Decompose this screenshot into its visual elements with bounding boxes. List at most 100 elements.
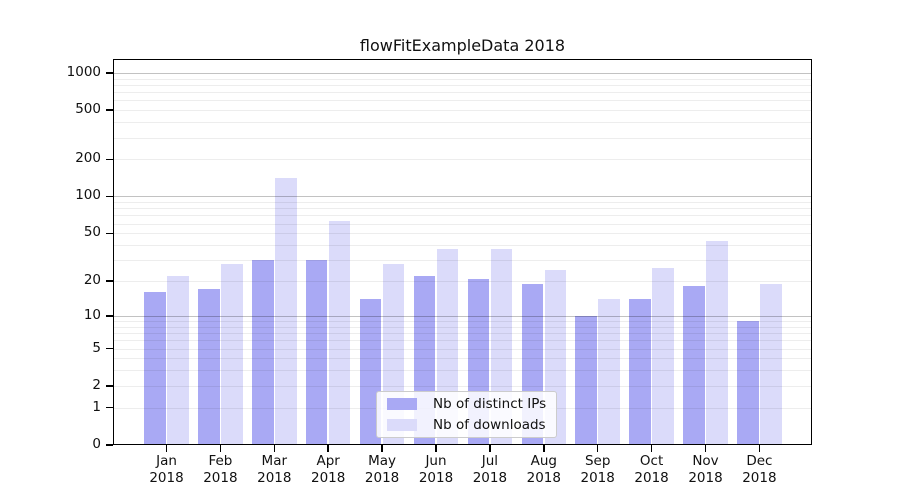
y-tick-20 (106, 280, 113, 282)
x-tick-label-mar: Mar 2018 (257, 453, 292, 486)
y-tick-200 (106, 158, 113, 161)
y-tick-50 (106, 232, 113, 234)
bar-distinct-ips-jan (144, 292, 166, 445)
y-tick-2 (106, 385, 113, 387)
gridline-y-4 (113, 358, 812, 360)
bar-downloads-sep (598, 299, 620, 445)
x-tick-label-jan: Jan 2018 (149, 453, 184, 486)
bar-distinct-ips-apr (305, 260, 328, 445)
x-tick-nov (704, 445, 707, 452)
legend: Nb of distinct IPs Nb of downloads (376, 391, 557, 438)
x-tick-label-feb: Feb 2018 (203, 453, 238, 486)
y-tick-label-20: 20 (83, 272, 101, 289)
gridline-y-70 (113, 215, 812, 217)
gridline-y-80 (113, 208, 812, 210)
gridline-y-50 (113, 233, 812, 235)
y-tick-1000 (106, 72, 113, 74)
gridline-y-3 (113, 370, 812, 372)
x-tick-oct (650, 445, 653, 452)
x-tick-may (381, 445, 383, 452)
gridline-y-800 (113, 84, 812, 86)
gridline-y-9 (113, 321, 812, 322)
gridline-y-20 (113, 281, 812, 283)
gridline-y-10 (113, 315, 812, 317)
y-tick-label-5: 5 (92, 339, 101, 356)
x-tick-label-jun: Jun 2018 (418, 453, 454, 486)
gridline-y-500 (113, 110, 812, 112)
x-tick-aug (543, 445, 545, 452)
legend-label-distinct-ips: Nb of distinct IPs (433, 396, 547, 412)
bar-distinct-ips-oct (629, 299, 651, 445)
y-tick-100 (106, 195, 113, 198)
gridline-y-30 (113, 260, 812, 262)
x-tick-label-jul: Jul 2018 (472, 453, 508, 486)
gridline-y-40 (113, 245, 812, 246)
gridline-y-8 (113, 326, 812, 328)
y-tick-label-500: 500 (75, 101, 101, 118)
legend-swatch-distinct-ips (387, 398, 417, 410)
y-tick-label-50: 50 (83, 224, 101, 241)
y-tick-label-100: 100 (75, 187, 101, 204)
gridline-y-100 (113, 196, 812, 198)
gridline-y-200 (113, 159, 812, 161)
y-tick-500 (106, 109, 113, 111)
bar-downloads-oct (652, 267, 674, 445)
y-tick-label-10: 10 (83, 306, 101, 323)
bar-distinct-ips-mar (252, 260, 274, 445)
y-tick-label-1: 1 (92, 398, 101, 415)
x-tick-feb (219, 445, 222, 452)
y-tick-5 (106, 347, 113, 350)
x-tick-jun (435, 445, 437, 452)
bar-downloads-nov (706, 241, 728, 445)
gridline-y-700 (113, 92, 812, 94)
y-tick-1 (106, 406, 113, 409)
bar-downloads-dec (760, 283, 782, 445)
x-tick-dec (758, 445, 761, 452)
gridline-y-900 (113, 78, 812, 80)
x-tick-apr (327, 445, 329, 452)
y-tick-10 (106, 315, 113, 317)
x-tick-label-may: May 2018 (364, 453, 400, 486)
bar-downloads-apr (328, 221, 351, 445)
gridline-y-600 (113, 100, 812, 102)
legend-label-downloads: Nb of downloads (433, 417, 546, 433)
legend-entry-distinct-ips: Nb of distinct IPs (385, 396, 548, 412)
y-tick-label-2: 2 (92, 376, 101, 393)
gridline-y-5 (113, 348, 812, 350)
bar-downloads-mar (275, 178, 297, 445)
x-tick-label-oct: Oct 2018 (634, 453, 669, 486)
x-tick-label-dec: Dec 2018 (742, 453, 777, 486)
x-tick-sep (596, 445, 599, 452)
bar-distinct-ips-dec (737, 321, 759, 445)
gridline-y-1000 (113, 72, 812, 74)
x-tick-label-apr: Apr 2018 (311, 453, 346, 486)
legend-swatch-downloads (387, 419, 417, 431)
gridline-y-7 (113, 333, 812, 335)
gridline-y-6 (113, 340, 812, 342)
bar-distinct-ips-may (359, 299, 382, 445)
x-tick-jan (165, 445, 168, 452)
y-tick-label-0: 0 (92, 436, 101, 452)
bar-distinct-ips-nov (683, 286, 705, 445)
y-tick-0 (106, 444, 113, 446)
y-tick-label-200: 200 (75, 150, 101, 167)
bar-distinct-ips-feb (198, 289, 220, 445)
gridline-y-60 (113, 223, 812, 225)
gridline-y-90 (113, 202, 812, 204)
x-tick-label-sep: Sep 2018 (580, 453, 615, 486)
bar-downloads-feb (221, 263, 243, 445)
chart-title: flowFitExampleData 2018 (359, 36, 566, 55)
bar-distinct-ips-sep (575, 315, 597, 445)
gridline-y-2 (113, 385, 812, 387)
x-tick-mar (273, 445, 276, 452)
legend-entry-downloads: Nb of downloads (385, 417, 548, 433)
y-tick-label-1000: 1000 (66, 63, 101, 80)
plot-border (113, 59, 812, 445)
gridline-y-400 (113, 122, 812, 124)
bar-downloads-jan (167, 276, 189, 445)
gridline-y-300 (113, 137, 812, 139)
x-tick-label-nov: Nov 2018 (688, 453, 723, 486)
x-tick-jul (489, 445, 491, 452)
x-tick-label-aug: Aug 2018 (526, 453, 561, 486)
